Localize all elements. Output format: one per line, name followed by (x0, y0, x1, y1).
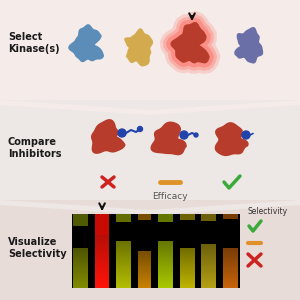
Polygon shape (234, 27, 263, 64)
Text: Selectivity: Selectivity (248, 207, 288, 216)
Text: Compare
Inhibitors: Compare Inhibitors (8, 137, 62, 159)
Text: Select
Kinase(s): Select Kinase(s) (8, 32, 60, 54)
Circle shape (137, 127, 142, 131)
Circle shape (194, 133, 198, 137)
Polygon shape (124, 28, 153, 66)
Text: Efficacy: Efficacy (152, 192, 188, 201)
Circle shape (242, 131, 250, 139)
Polygon shape (215, 122, 249, 156)
Polygon shape (91, 119, 126, 154)
Bar (0, 100, 300, 200)
Polygon shape (68, 24, 104, 62)
Polygon shape (170, 22, 210, 63)
Circle shape (118, 129, 126, 137)
Polygon shape (170, 22, 210, 63)
Polygon shape (170, 22, 210, 63)
Polygon shape (151, 122, 187, 155)
Text: Visualize
Selectivity: Visualize Selectivity (8, 237, 67, 259)
Circle shape (180, 131, 188, 139)
Polygon shape (0, 200, 300, 215)
Polygon shape (0, 100, 300, 115)
Bar (0, 200, 300, 300)
Polygon shape (170, 22, 210, 63)
